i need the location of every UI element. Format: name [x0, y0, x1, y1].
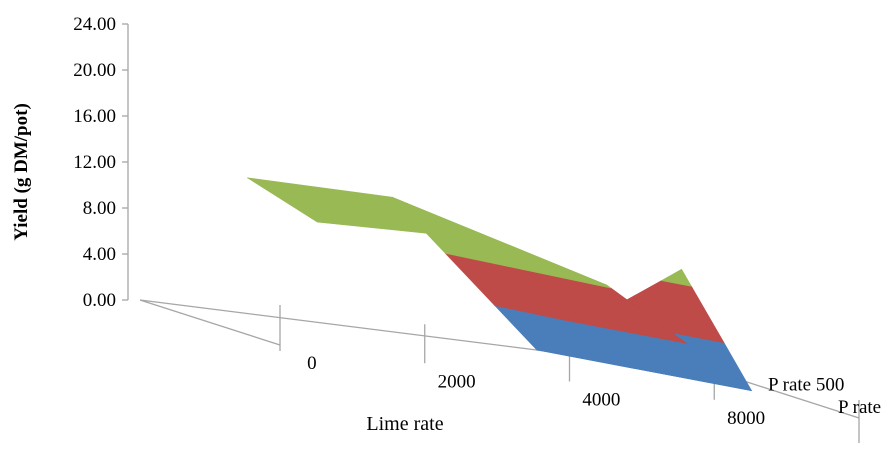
value-tick-label: 4.00: [83, 244, 116, 265]
value-tick-label: 12.00: [73, 152, 116, 173]
chart-axes: 0.00 4.00 8.00 12.00 16.00 20.00 24.00: [73, 14, 129, 311]
value-tick-label: 8.00: [83, 198, 116, 219]
surface-plot: [247, 177, 752, 392]
category-tick-label: 4000: [582, 390, 620, 411]
depth-tick-label: P rate 0: [838, 397, 881, 418]
value-tick-label: 20.00: [73, 60, 116, 81]
chart-labels: 0 2000 4000 8000 P rate 0P rate 500 Lime rate…: [11, 103, 881, 435]
category-tick-label: 0: [307, 353, 317, 374]
depth-tick-label: P rate 500: [768, 374, 844, 395]
y-axis-title: Yield (g DM/pot): [11, 103, 32, 241]
category-tick-label: 2000: [438, 371, 476, 392]
value-tick-label: 0.00: [83, 290, 116, 311]
surface-band-8-12: [661, 268, 692, 287]
floor-left-edge: [139, 299, 281, 346]
surface-band-12-16: [247, 177, 302, 193]
category-tick-label: 8000: [727, 408, 765, 429]
value-tick-label: 16.00: [73, 106, 116, 127]
value-tick-label: 24.00: [73, 14, 116, 35]
surface-band-12-16: [391, 196, 409, 206]
x-axis-title: Lime rate: [366, 413, 443, 435]
surface-band-8-12: [604, 284, 612, 289]
